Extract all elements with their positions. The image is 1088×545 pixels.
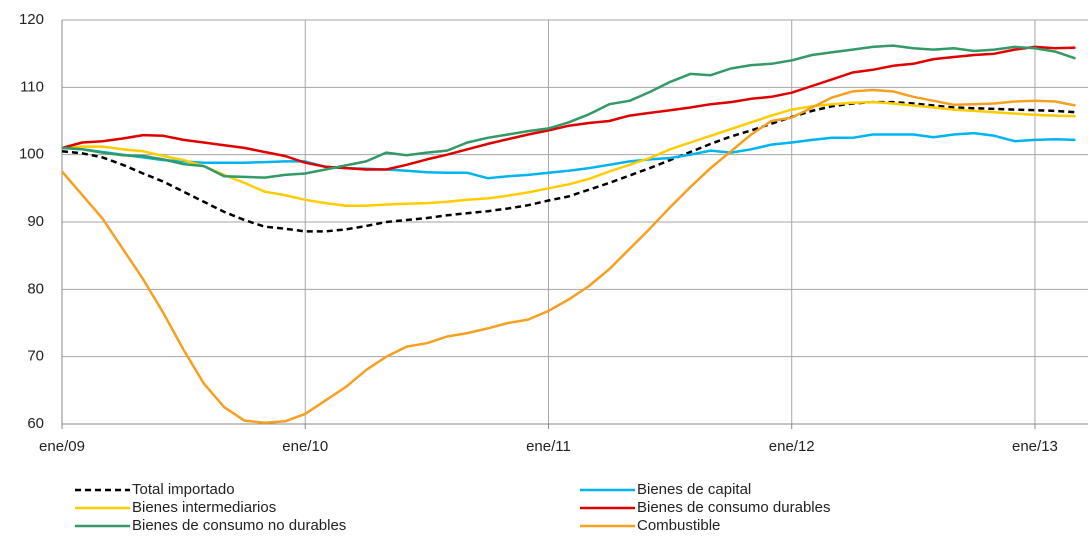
y-tick-label: 80 xyxy=(27,280,44,297)
series-line xyxy=(61,131,1076,180)
series-line xyxy=(61,100,1076,208)
legend-label: Bienes de capital xyxy=(637,481,751,498)
y-tick-label: 110 xyxy=(20,78,44,95)
x-tick-label: ene/11 xyxy=(526,438,571,455)
x-tick-label: ene/10 xyxy=(282,438,328,455)
y-tick-label: 60 xyxy=(27,415,44,432)
legend-label: Total importado xyxy=(132,481,235,498)
x-tick-label: ene/09 xyxy=(39,438,85,455)
y-tick-label: 120 xyxy=(19,11,44,28)
legend-label: Bienes de consumo no durables xyxy=(132,517,346,534)
y-tick-label: 90 xyxy=(27,213,44,230)
legend-label: Bienes intermediarios xyxy=(132,499,276,516)
legend-label: Bienes de consumo durables xyxy=(637,499,830,516)
legend-label: Combustible xyxy=(637,517,720,534)
y-tick-label: 70 xyxy=(27,348,44,365)
series-line xyxy=(61,88,1076,424)
series-line xyxy=(61,100,1076,233)
series-line xyxy=(61,45,1076,171)
series-line xyxy=(61,44,1076,179)
x-tick-label: ene/12 xyxy=(769,438,815,455)
y-tick-label: 100 xyxy=(19,146,44,163)
x-tick-label: ene/13 xyxy=(1012,438,1058,455)
